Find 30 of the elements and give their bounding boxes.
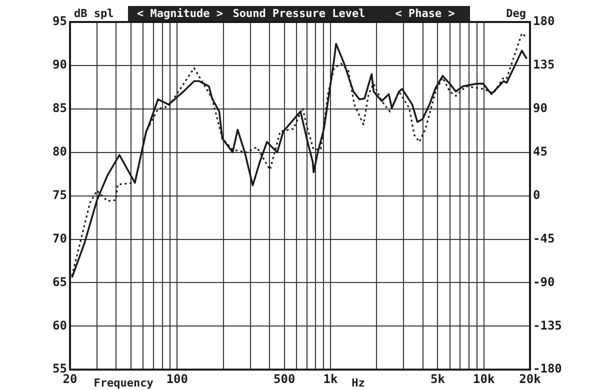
y-tick-label: 70 xyxy=(52,231,67,246)
x-tick-label: 500 xyxy=(274,372,296,386)
y2-tick-label: 180 xyxy=(533,14,555,28)
y-tick-label: 85 xyxy=(52,101,67,116)
x-tick-label: 1k xyxy=(323,372,339,386)
y2-tick-label: 0 xyxy=(533,188,540,202)
y-tick-label: 65 xyxy=(52,274,67,289)
x-tick-label: 20 xyxy=(62,372,78,386)
text: < Phase > xyxy=(395,6,456,20)
y2-tick-label: -45 xyxy=(533,231,555,246)
y-tick-label: 80 xyxy=(52,144,67,158)
text: Hz xyxy=(352,376,365,390)
y2-tick-label: 90 xyxy=(533,101,548,116)
y2-tick-label: -135 xyxy=(533,318,562,332)
y-tick-label: 75 xyxy=(52,188,67,202)
x-axis-title: Frequency xyxy=(94,376,154,390)
text: < Magnitude > xyxy=(136,6,224,20)
y-tick-label: 90 xyxy=(52,58,67,72)
x-tick-label: 20k xyxy=(519,372,542,386)
y2-tick-label: 135 xyxy=(533,58,555,72)
y2-tick-label: 45 xyxy=(533,144,548,158)
y2-tick-label: -90 xyxy=(533,274,555,289)
chart-title: Sound Pressure Level xyxy=(232,6,366,20)
x-tick-label: 10k xyxy=(473,372,496,386)
y2-axis-title: Deg xyxy=(506,6,526,20)
y-axis-title: dB spl xyxy=(74,6,114,20)
x-tick-label: 100 xyxy=(166,372,188,386)
y-tick-label: 60 xyxy=(52,318,67,332)
y-tick-label: 95 xyxy=(52,14,67,28)
x-tick-label: 5k xyxy=(430,372,446,386)
